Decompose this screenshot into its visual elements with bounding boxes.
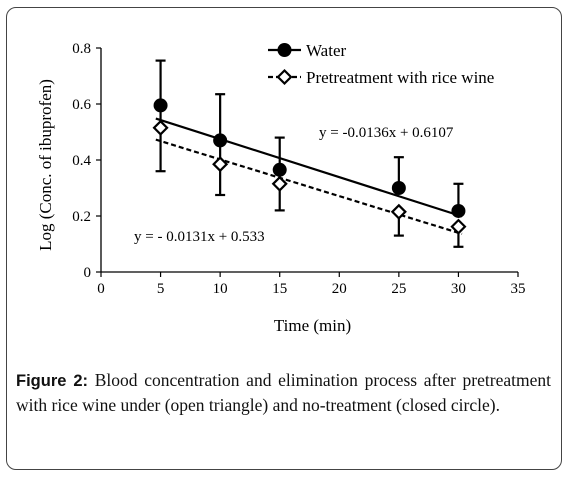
fit-equation-0: y = -0.0136x + 0.6107 [319, 125, 454, 141]
fit-line-1 [155, 138, 463, 235]
x-tick-label: 15 [272, 281, 287, 297]
x-axis-label: Time (min) [274, 316, 351, 335]
x-tick-label: 25 [391, 281, 406, 297]
data-point-water [213, 133, 228, 148]
y-tick-label: 0.2 [72, 209, 91, 225]
data-point-rice-wine [271, 175, 288, 192]
legend-label-1: Pretreatment with rice wine [306, 68, 494, 87]
fit-line-0 [155, 117, 463, 218]
y-tick-label: 0.4 [72, 153, 91, 169]
y-tick-label: 0.8 [72, 41, 91, 57]
x-tick-label: 20 [332, 281, 347, 297]
legend-marker-rice-wine [276, 68, 293, 86]
x-tick-label: 10 [213, 281, 228, 297]
data-point-water [451, 203, 466, 218]
data-point-rice-wine [390, 203, 407, 220]
x-tick-label: 0 [97, 281, 105, 297]
chart: 0 5 10 15 20 25 30 35 0 0.2 0.4 0.6 0.8 Time (min) Log… [36, 41, 526, 335]
y-tick-label: 0 [84, 265, 92, 281]
figure-caption: Figure 2: Blood concentration and elimin… [16, 368, 551, 417]
data-point-rice-wine [152, 119, 169, 136]
y-tick-label: 0.6 [72, 97, 91, 113]
x-tick-label: 35 [511, 281, 526, 297]
data-point-water [391, 181, 406, 195]
data-point-water [272, 162, 287, 177]
data-point-water [153, 98, 168, 113]
fit-equation-1: y = - 0.0131x + 0.533 [134, 229, 265, 245]
x-tick-label: 5 [157, 281, 165, 297]
legend-label-0: Water [306, 41, 346, 60]
data-point-rice-wine [450, 218, 467, 235]
y-axis-label: Log (Conc. of ibuprofen) [36, 79, 55, 251]
legend-marker-water [277, 43, 292, 57]
x-tick-label: 30 [451, 281, 466, 297]
caption-label: Figure 2: [16, 372, 89, 390]
caption-text: Blood concentration and elimination proc… [16, 370, 551, 415]
data-point-rice-wine [212, 156, 229, 173]
